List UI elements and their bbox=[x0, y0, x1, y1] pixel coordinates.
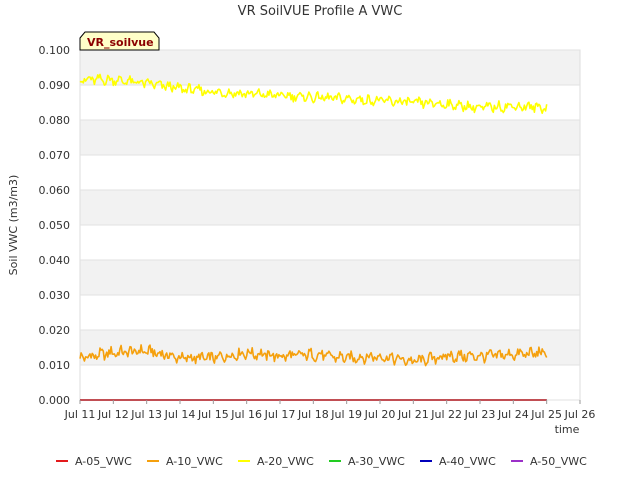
x-tick-label: Jul 14 bbox=[164, 408, 196, 421]
chart-title: VR SoilVUE Profile A VWC bbox=[238, 4, 403, 19]
legend-label: A-50_VWC bbox=[530, 455, 587, 468]
plot-band bbox=[80, 295, 580, 330]
x-tick-label: Jul 21 bbox=[397, 408, 429, 421]
x-tick-label: Jul 26 bbox=[564, 408, 596, 421]
plot-band bbox=[80, 120, 580, 155]
y-tick-label: 0.050 bbox=[39, 219, 71, 232]
plot-band bbox=[80, 50, 580, 85]
plot-band bbox=[80, 155, 580, 190]
x-tick-label: Jul 17 bbox=[264, 408, 296, 421]
x-tick-label: Jul 15 bbox=[197, 408, 229, 421]
legend-label: A-40_VWC bbox=[439, 455, 496, 468]
y-tick-label: 0.080 bbox=[39, 114, 71, 127]
legend-item: A-05_VWC bbox=[56, 455, 132, 468]
y-tick-label: 0.100 bbox=[39, 44, 71, 57]
plot-band bbox=[80, 225, 580, 260]
plot-band bbox=[80, 190, 580, 225]
x-tick-label: Jul 11 bbox=[64, 408, 96, 421]
legend: A-05_VWC A-10_VWC A-20_VWC A-30_VWC A-40_VWC… bbox=[56, 455, 587, 468]
x-tick-label: Jul 19 bbox=[330, 408, 362, 421]
site-badge: VR_soilvue bbox=[79, 31, 160, 51]
x-tick-label: Jul 12 bbox=[97, 408, 129, 421]
y-axis-label: Soil VWC (m3/m3) bbox=[7, 175, 20, 276]
legend-item: A-10_VWC bbox=[147, 455, 223, 468]
x-tick-label: Jul 18 bbox=[297, 408, 329, 421]
series-line-a-20-vwc bbox=[79, 73, 548, 114]
legend-item: A-30_VWC bbox=[329, 455, 405, 468]
legend-label: A-10_VWC bbox=[166, 455, 223, 468]
plot-band bbox=[80, 85, 580, 120]
legend-item: A-50_VWC bbox=[511, 455, 587, 468]
x-tick-label: Jul 20 bbox=[364, 408, 396, 421]
legend-item: A-40_VWC bbox=[420, 455, 496, 468]
y-tick-label: 0.040 bbox=[39, 254, 71, 267]
x-tick-label: Jul 16 bbox=[230, 408, 262, 421]
site-badge-label: VR_soilvue bbox=[87, 36, 154, 49]
y-tick-label: 0.000 bbox=[39, 394, 71, 407]
legend-label: A-20_VWC bbox=[257, 455, 314, 468]
x-tick-label: Jul 22 bbox=[430, 408, 462, 421]
legend-item: A-20_VWC bbox=[238, 455, 314, 468]
y-axis: 0.000 0.010 0.020 0.030 0.040 0.050 0.060 0.070… bbox=[39, 44, 71, 407]
x-axis-label: time bbox=[555, 423, 580, 436]
y-tick-label: 0.020 bbox=[39, 324, 71, 337]
x-tick-label: Jul 13 bbox=[130, 408, 162, 421]
x-axis: Jul 11 Jul 12 Jul 13 Jul 14 Jul 15 Jul 16 Jul … bbox=[64, 400, 596, 421]
plot-band bbox=[80, 330, 580, 365]
y-tick-label: 0.090 bbox=[39, 79, 71, 92]
series-line-a-10-vwc bbox=[79, 344, 548, 367]
plot-band bbox=[80, 365, 580, 400]
x-tick-label: Jul 25 bbox=[530, 408, 562, 421]
y-tick-label: 0.070 bbox=[39, 149, 71, 162]
x-tick-label: Jul 23 bbox=[464, 408, 496, 421]
plot-band bbox=[80, 260, 580, 295]
y-tick-label: 0.030 bbox=[39, 289, 71, 302]
y-tick-label: 0.010 bbox=[39, 359, 71, 372]
legend-label: A-30_VWC bbox=[348, 455, 405, 468]
plot-background bbox=[79, 49, 581, 401]
y-tick-label: 0.060 bbox=[39, 184, 71, 197]
x-tick-label: Jul 24 bbox=[497, 408, 529, 421]
legend-label: A-05_VWC bbox=[75, 455, 132, 468]
